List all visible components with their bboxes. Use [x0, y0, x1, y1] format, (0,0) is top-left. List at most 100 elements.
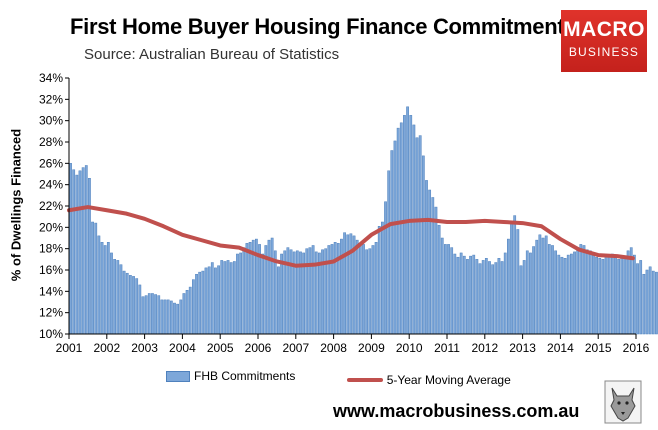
- fhb-bar: [94, 222, 98, 335]
- fhb-bar: [232, 261, 236, 335]
- fhb-bar: [110, 252, 113, 335]
- fhb-bar: [75, 174, 79, 335]
- y-tick-label: 18%: [39, 242, 63, 256]
- fhb-bar: [415, 137, 419, 335]
- fhb-bar: [173, 302, 176, 335]
- fhb-bar: [651, 270, 655, 335]
- fhb-bar: [639, 260, 643, 335]
- fhb-bar: [503, 252, 507, 335]
- fhb-bar: [368, 248, 372, 335]
- fhb-bar: [585, 249, 589, 335]
- fhb-bar: [188, 286, 192, 335]
- x-tick-label: 2009: [358, 341, 385, 355]
- fhb-bar: [261, 253, 265, 335]
- fhb-bar: [176, 303, 180, 335]
- fhb-bar: [280, 253, 283, 335]
- fhb-bar: [510, 223, 513, 335]
- fhb-bar: [166, 299, 170, 335]
- chart-legend: FHB Commitments 5-Year Moving Average: [166, 369, 559, 387]
- y-tick-label: 30%: [39, 114, 63, 128]
- fhb-bar: [563, 258, 567, 335]
- fhb-bar: [151, 293, 154, 335]
- fhb-bar: [330, 244, 334, 335]
- fhb-bar: [601, 259, 605, 335]
- fhb-bar: [551, 245, 554, 335]
- fhb-bar: [289, 249, 293, 335]
- fhb-bar: [633, 254, 636, 335]
- legend-label-fhb: FHB Commitments: [194, 369, 296, 383]
- fhb-bar: [636, 263, 639, 335]
- y-tick-label: 10%: [39, 327, 63, 341]
- x-tick-label: 2016: [623, 341, 650, 355]
- fhb-bar: [484, 258, 488, 335]
- fhb-bar: [198, 271, 202, 335]
- fhb-bar: [327, 245, 331, 335]
- legend-item-moving-average: 5-Year Moving Average: [346, 372, 511, 387]
- fhb-bar: [245, 243, 249, 335]
- fhb-bar: [412, 124, 416, 335]
- fhb-bar: [223, 261, 227, 335]
- fhb-bar: [459, 252, 463, 335]
- y-tick-label: 12%: [39, 306, 63, 320]
- fhb-bar: [210, 262, 214, 335]
- fhb-bar: [113, 259, 117, 335]
- fhb-bar: [106, 242, 110, 335]
- x-tick-label: 2010: [396, 341, 423, 355]
- y-tick-label: 22%: [39, 199, 63, 213]
- legend-label-moving-average: 5-Year Moving Average: [386, 372, 511, 387]
- fhb-bar: [447, 244, 450, 335]
- fhb-bar: [418, 135, 422, 335]
- moving-average-series: [67, 205, 635, 268]
- fhb-bar: [529, 252, 532, 335]
- chart-title: First Home Buyer Housing Finance Commitm…: [70, 14, 577, 39]
- fhb-bar: [169, 300, 173, 335]
- x-tick-label: 2004: [169, 341, 196, 355]
- y-tick-label: 24%: [39, 178, 63, 192]
- y-tick-label: 34%: [39, 71, 63, 85]
- fhb-bar: [214, 267, 217, 335]
- fhb-bar: [614, 256, 617, 335]
- macrobusiness-logo: MACRO BUSINESS: [561, 10, 647, 72]
- x-tick-label: 2002: [93, 341, 120, 355]
- fhb-bar: [192, 279, 195, 335]
- fhb-bar: [393, 140, 397, 335]
- fhb-bar: [270, 237, 274, 335]
- axes: 10% 12% 14% 16% 18% 20% 22% 24% 26% 28% 30% 32% 34% 2…: [39, 71, 650, 355]
- fhb-bar: [626, 250, 630, 335]
- fhb-bar: [157, 295, 161, 335]
- fhb-bar: [604, 254, 608, 335]
- fhb-bar: [538, 234, 542, 335]
- moving-average-line: [67, 205, 635, 268]
- fhb-bar: [267, 239, 271, 335]
- fhb-bar: [453, 253, 457, 335]
- fhb-bar: [365, 249, 369, 335]
- fhb-bar: [535, 239, 539, 335]
- fhb-bar: [525, 250, 529, 335]
- fhb-bar: [516, 229, 520, 335]
- fhb-bar: [160, 299, 164, 335]
- website-url: www.macrobusiness.com.au: [333, 401, 580, 421]
- fhb-bar: [311, 245, 315, 335]
- fhb-bar: [349, 233, 353, 335]
- fhb-bar: [396, 127, 400, 335]
- fhb-bar: [377, 226, 381, 335]
- legend-bar-swatch: [166, 370, 190, 382]
- fhb-bar: [333, 242, 337, 335]
- fhb-bar: [610, 253, 614, 335]
- fhb-bar: [576, 247, 580, 335]
- logo-line-macro: MACRO: [563, 18, 645, 41]
- fhb-bar: [147, 293, 151, 335]
- fhb-bar: [390, 150, 394, 335]
- fhb-bar: [277, 266, 280, 335]
- y-tick-label: 16%: [39, 263, 63, 277]
- fhb-bar: [295, 250, 299, 335]
- x-tick-label: 2003: [131, 341, 158, 355]
- fhb-bar: [642, 274, 646, 335]
- fhb-bar: [144, 295, 148, 335]
- fhb-bar: [617, 259, 621, 335]
- y-tick-label: 20%: [39, 220, 63, 234]
- fhb-bar: [116, 260, 120, 335]
- fhb-bar: [541, 237, 545, 335]
- fhb-bar: [547, 244, 551, 335]
- fhb-bar: [355, 239, 359, 335]
